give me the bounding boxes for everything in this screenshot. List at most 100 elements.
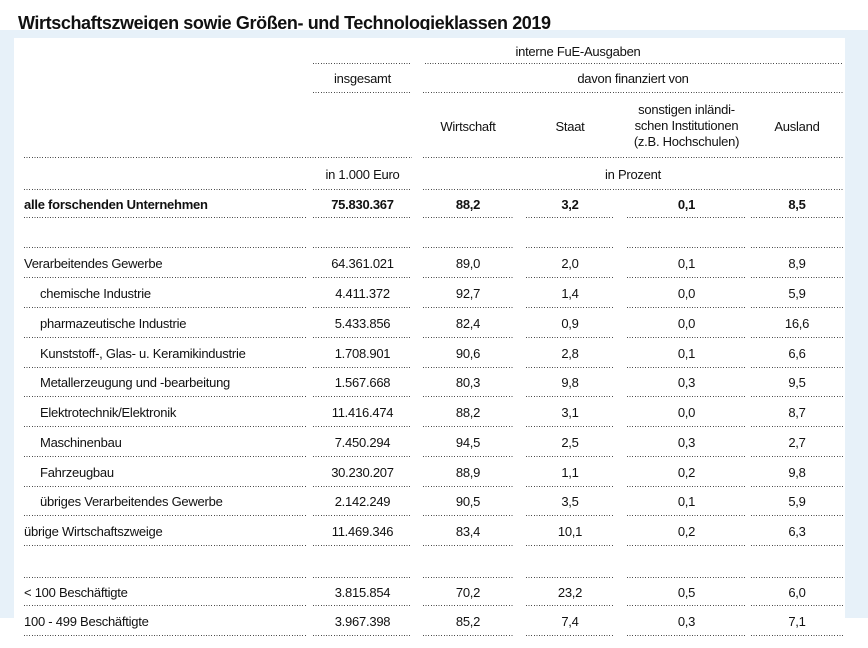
- spacer-cell: [423, 218, 513, 248]
- cell-staat: 23,2: [526, 578, 614, 606]
- cell-staat: 3,2: [526, 190, 614, 218]
- cell-wirtschaft: 83,4: [423, 516, 513, 546]
- cell-sonstige: 0,1: [627, 248, 746, 278]
- row-label: Fahrzeugbau: [24, 457, 306, 487]
- cell-wirtschaft: 80,3: [423, 368, 513, 397]
- cell-ausland: 5,9: [751, 278, 843, 308]
- col-header-ausland: Ausland: [774, 118, 820, 134]
- spacer-cell: [526, 546, 614, 578]
- cell-ausland: 8,9: [751, 248, 843, 278]
- header-empty-cell: [24, 64, 306, 93]
- cell-wirtschaft: 89,0: [423, 248, 513, 278]
- row-label: Kunststoff-, Glas- u. Keramikindustrie: [24, 338, 306, 368]
- statistics-table: interne FuE-Ausgaben insgesamt davon fin…: [24, 38, 843, 636]
- unit-percent-label: in Prozent: [423, 158, 843, 190]
- table-sheet: interne FuE-Ausgaben insgesamt davon fin…: [14, 38, 845, 648]
- cell-staat: 2,0: [526, 248, 614, 278]
- cell-ausland: 6,6: [751, 338, 843, 368]
- header-empty-cell: [24, 38, 306, 64]
- spacer-cell: [627, 546, 746, 578]
- cell-insgesamt: 1.708.901: [313, 338, 412, 368]
- cell-staat: 1,1: [526, 457, 614, 487]
- row-label: pharmazeutische Industrie: [24, 308, 306, 338]
- spacer-cell: [24, 218, 306, 248]
- cell-insgesamt: 5.433.856: [313, 308, 412, 338]
- cell-insgesamt: 64.361.021: [313, 248, 412, 278]
- cell-insgesamt: 75.830.367: [313, 190, 412, 218]
- cell-wirtschaft: 88,9: [423, 457, 513, 487]
- col-group-financed-by: davon finanziert von: [423, 64, 843, 93]
- row-label: 100 - 499 Beschäftigte: [24, 606, 306, 636]
- cell-ausland: 9,8: [751, 457, 843, 487]
- spacer-cell: [313, 546, 412, 578]
- cell-sonstige: 0,0: [627, 308, 746, 338]
- cell-sonstige: 0,1: [627, 190, 746, 218]
- cell-insgesamt: 7.450.294: [313, 427, 412, 457]
- cell-insgesamt: 11.416.474: [313, 397, 412, 427]
- spacer-cell: [24, 546, 306, 578]
- cell-staat: 2,5: [526, 427, 614, 457]
- cell-sonstige: 0,0: [627, 278, 746, 308]
- cell-staat: 7,4: [526, 606, 614, 636]
- cell-sonstige: 0,1: [627, 338, 746, 368]
- cell-insgesamt: 11.469.346: [313, 516, 412, 546]
- cell-sonstige: 0,1: [627, 487, 746, 516]
- cell-ausland: 6,0: [751, 578, 843, 606]
- spacer-cell: [313, 218, 412, 248]
- cell-ausland: 8,5: [751, 190, 843, 218]
- cell-ausland: 7,1: [751, 606, 843, 636]
- financing-columns: Wirtschaft Staat sonstigen inländi- sche…: [423, 102, 843, 150]
- cell-wirtschaft: 85,2: [423, 606, 513, 636]
- row-label: übrige Wirtschaftszweige: [24, 516, 306, 546]
- cell-ausland: 16,6: [751, 308, 843, 338]
- unit-euro-label: in 1.000 Euro: [313, 158, 412, 190]
- cell-ausland: 6,3: [751, 516, 843, 546]
- blue-background-panel: interne FuE-Ausgaben insgesamt davon fin…: [0, 30, 868, 648]
- cell-ausland: 2,7: [751, 427, 843, 457]
- spacer-cell: [751, 546, 843, 578]
- cell-sonstige: 0,3: [627, 368, 746, 397]
- cell-sonstige: 0,2: [627, 457, 746, 487]
- units-empty-cell: [24, 158, 306, 190]
- cell-wirtschaft: 90,6: [423, 338, 513, 368]
- cell-ausland: 8,7: [751, 397, 843, 427]
- col-header-insgesamt: insgesamt: [313, 64, 412, 93]
- cell-staat: 2,8: [526, 338, 614, 368]
- col-header-staat: Staat: [555, 118, 585, 134]
- cell-ausland: 5,9: [751, 487, 843, 516]
- cell-sonstige: 0,5: [627, 578, 746, 606]
- cell-insgesamt: 30.230.207: [313, 457, 412, 487]
- row-label: Verarbeitendes Gewerbe: [24, 248, 306, 278]
- cell-wirtschaft: 94,5: [423, 427, 513, 457]
- row-label: alle forschenden Unternehmen: [24, 190, 306, 218]
- row-label: < 100 Beschäftigte: [24, 578, 306, 606]
- cell-staat: 3,5: [526, 487, 614, 516]
- col-header-sonstige-institutionen: sonstigen inländi- schen Institutionen (…: [633, 102, 740, 149]
- cell-insgesamt: 3.815.854: [313, 578, 412, 606]
- cell-insgesamt: 3.967.398: [313, 606, 412, 636]
- cell-wirtschaft: 82,4: [423, 308, 513, 338]
- column-group-header: interne FuE-Ausgaben: [313, 38, 843, 64]
- cell-sonstige: 0,2: [627, 516, 746, 546]
- cell-wirtschaft: 90,5: [423, 487, 513, 516]
- cell-staat: 10,1: [526, 516, 614, 546]
- cell-ausland: 9,5: [751, 368, 843, 397]
- header-empty-cell: [24, 93, 412, 158]
- cell-sonstige: 0,3: [627, 606, 746, 636]
- cell-wirtschaft: 88,2: [423, 190, 513, 218]
- row-label: Metallerzeugung und -bearbeitung: [24, 368, 306, 397]
- cell-wirtschaft: 70,2: [423, 578, 513, 606]
- row-label: Elektrotechnik/Elektronik: [24, 397, 306, 427]
- cell-staat: 3,1: [526, 397, 614, 427]
- cell-insgesamt: 4.411.372: [313, 278, 412, 308]
- cell-staat: 0,9: [526, 308, 614, 338]
- row-label: Maschinenbau: [24, 427, 306, 457]
- spacer-cell: [423, 546, 513, 578]
- spacer-cell: [751, 218, 843, 248]
- cell-wirtschaft: 88,2: [423, 397, 513, 427]
- cell-staat: 1,4: [526, 278, 614, 308]
- cell-insgesamt: 1.567.668: [313, 368, 412, 397]
- cell-sonstige: 0,0: [627, 397, 746, 427]
- spacer-cell: [627, 218, 746, 248]
- financing-columns-group: Wirtschaft Staat sonstigen inländi- sche…: [423, 93, 843, 158]
